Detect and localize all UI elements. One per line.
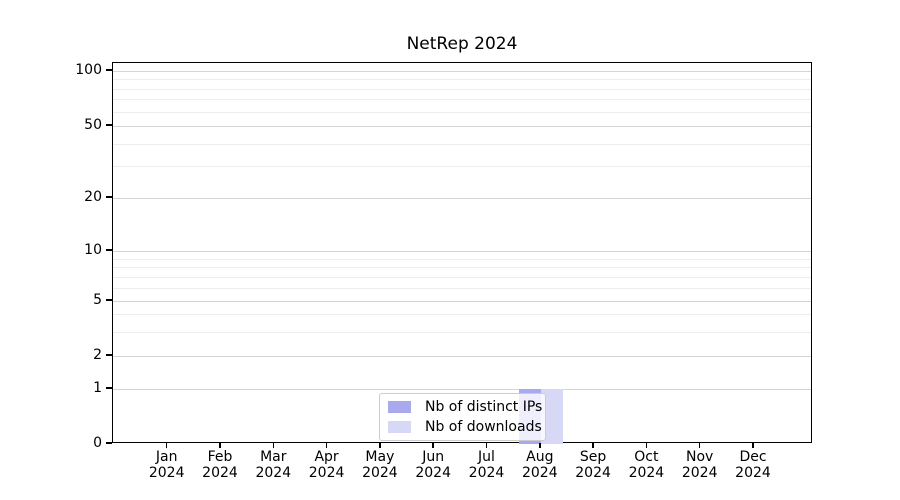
gridline-minor [113, 143, 811, 145]
gridline-minor [113, 258, 811, 260]
y-axis-tick-mark [106, 354, 112, 356]
y-axis-tick-label: 100 [75, 62, 102, 78]
legend-swatch [388, 401, 411, 413]
x-axis-tick-mark [272, 443, 275, 448]
gridline-minor [113, 314, 811, 316]
legend-label: Nb of distinct IPs [425, 399, 543, 415]
x-axis-tick-mark [752, 443, 754, 448]
x-axis-tick-mark [379, 443, 381, 448]
y-axis-tick-label: 2 [93, 346, 102, 363]
y-axis-tick-mark [106, 69, 112, 71]
y-axis-tick-mark [106, 196, 112, 198]
x-axis-tick-label: Aug 2024 [521, 449, 558, 481]
gridline-major [113, 126, 811, 128]
y-axis-tick-label: 1 [93, 379, 102, 396]
x-axis-tick-label: Jun 2024 [415, 449, 451, 481]
x-axis-tick-mark [539, 443, 541, 448]
gridline-minor [113, 88, 811, 90]
legend-entry: Nb of downloads [388, 417, 542, 437]
y-axis-tick-label: 0 [93, 435, 102, 451]
x-axis-tick-label: Nov 2024 [681, 449, 718, 481]
gridline-minor [113, 166, 811, 168]
x-axis-tick-label: Dec 2024 [735, 449, 771, 481]
plot-area: Nb of distinct IPs Nb of downloads [112, 62, 812, 444]
gridline-minor [113, 267, 811, 269]
x-axis-tick-label: Apr 2024 [308, 449, 345, 481]
x-axis-tick-mark [325, 443, 328, 448]
x-axis-tick-label: May 2024 [362, 449, 398, 481]
legend-entry: Nb of distinct IPs [388, 397, 542, 417]
legend-swatch [388, 421, 411, 433]
legend-label: Nb of downloads [425, 419, 542, 435]
x-axis-tick-mark [165, 443, 168, 448]
y-axis-tick-label: 50 [84, 117, 102, 134]
gridline-major [113, 355, 811, 357]
x-axis-tick-label: Oct 2024 [628, 449, 665, 481]
y-axis-tick-mark [106, 442, 112, 444]
x-axis-tick-mark [219, 443, 221, 448]
gridline-minor [113, 331, 811, 333]
x-axis-tick-label: Sep 2024 [575, 449, 611, 481]
gridline-major [113, 301, 811, 302]
chart-title: NetRep 2024 [406, 34, 518, 54]
x-axis-tick-mark [432, 443, 434, 448]
gridline-minor [113, 79, 811, 81]
x-axis-tick-label: Jul 2024 [468, 449, 505, 481]
y-axis-tick-mark [106, 124, 112, 126]
x-axis-tick-label: Jan 2024 [148, 449, 185, 481]
x-axis-tick-mark [698, 443, 701, 448]
y-axis-tick-label: 5 [93, 292, 102, 308]
gridline-major [113, 250, 811, 252]
y-axis-tick-label: 20 [84, 188, 102, 205]
y-axis-tick-mark [106, 387, 112, 389]
x-axis-tick-mark [485, 443, 488, 448]
y-axis-tick-mark [106, 249, 112, 251]
x-axis-tick-label: Mar 2024 [255, 449, 292, 481]
legend: Nb of distinct IPs Nb of downloads [379, 393, 546, 441]
x-axis-tick-label: Feb 2024 [202, 449, 238, 481]
gridline-minor [113, 111, 811, 113]
bar-downloads [540, 388, 563, 444]
x-axis-tick-mark [645, 443, 648, 448]
gridline-minor [113, 99, 811, 101]
gridline-minor [113, 287, 811, 289]
y-axis-tick-label: 10 [84, 241, 102, 258]
gridline-major [113, 388, 811, 390]
y-axis-tick-mark [106, 299, 112, 301]
gridline-minor [113, 276, 811, 278]
x-axis-tick-mark [592, 443, 594, 448]
gridline-major [113, 71, 811, 72]
gridline-major [113, 197, 811, 199]
